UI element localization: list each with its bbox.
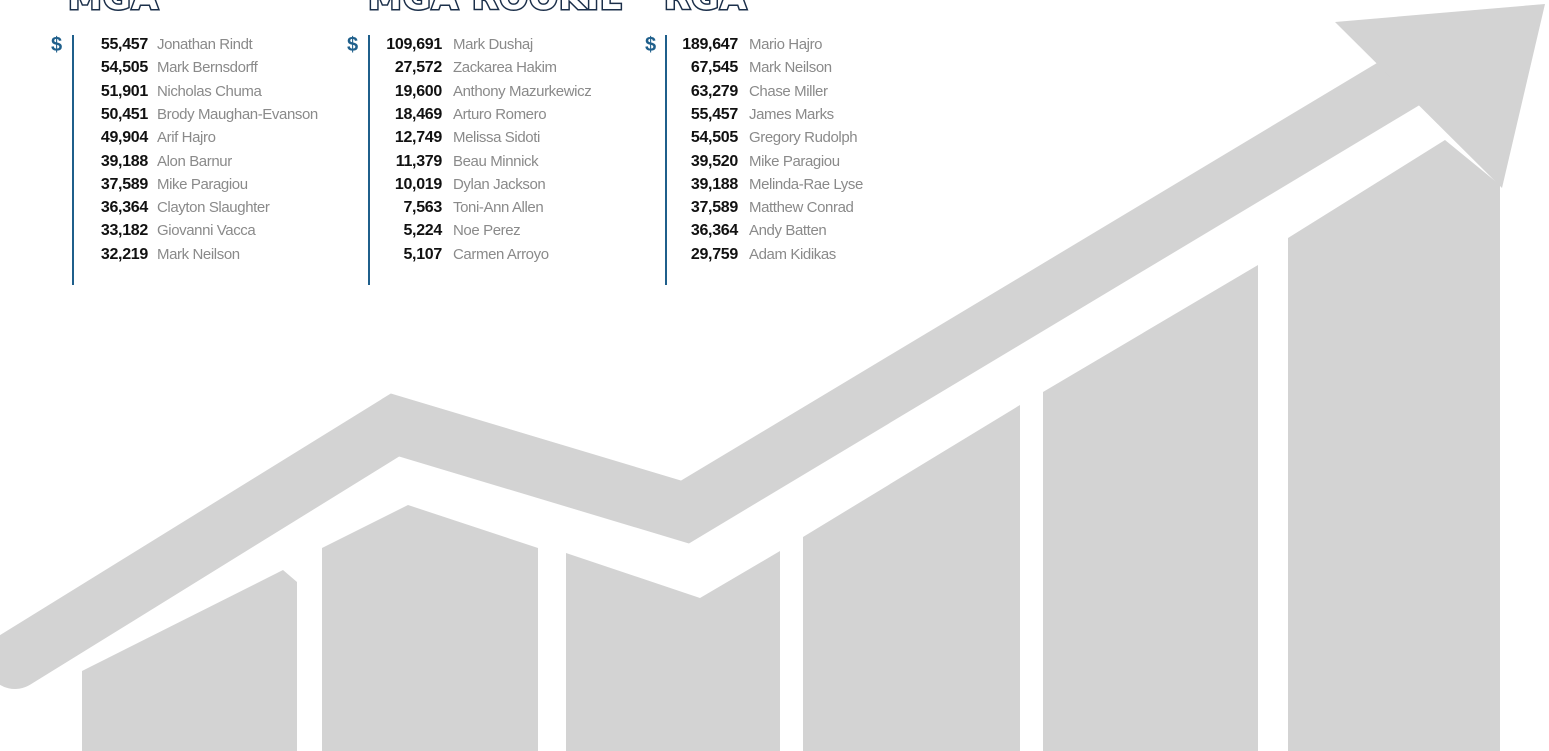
column-title: MGA [68, 0, 159, 18]
bar [1288, 140, 1500, 751]
amount-cell: 189,647 [0, 33, 738, 56]
amount: 39,188 [691, 173, 738, 196]
bar [566, 551, 780, 751]
agent-name: Mike Paragiou [749, 150, 840, 173]
amount: 55,457 [691, 103, 738, 126]
amount: 63,279 [691, 80, 738, 103]
amount: 189,647 [682, 33, 738, 56]
amount-cell: 39,188 [0, 173, 738, 196]
amount: 54,505 [691, 126, 738, 149]
amount-cell: 67,545 [0, 56, 738, 79]
amount-cell: 63,279 [0, 80, 738, 103]
agent-name: Mario Hajro [749, 33, 822, 56]
bar [803, 405, 1020, 751]
agent-name: James Marks [749, 103, 834, 126]
amount-cell: 37,589 [0, 196, 738, 219]
amount-cell: 29,759 [0, 243, 738, 266]
amount-cell: 54,505 [0, 126, 738, 149]
agent-name: Gregory Rudolph [749, 126, 857, 149]
amount: 37,589 [691, 196, 738, 219]
agent-name: Adam Kidikas [749, 243, 836, 266]
amount-cell: 36,364 [0, 219, 738, 242]
amount: 36,364 [691, 219, 738, 242]
amount-cell: 55,457 [0, 103, 738, 126]
agent-name: Andy Batten [749, 219, 826, 242]
column-title: MGA ROOKIE [368, 0, 624, 18]
agent-name: Melinda-Rae Lyse [749, 173, 863, 196]
bar [322, 505, 538, 751]
page: {"columns": [ {"title": "MGA", "currency… [0, 0, 1549, 751]
agent-name: Mark Neilson [749, 56, 832, 79]
amount: 67,545 [691, 56, 738, 79]
column-title: RGA [664, 0, 747, 18]
amount: 29,759 [691, 243, 738, 266]
agent-name: Chase Miller [749, 80, 828, 103]
amount-cell: 39,520 [0, 150, 738, 173]
bar [1043, 265, 1258, 751]
agent-name: Matthew Conrad [749, 196, 853, 219]
amount: 39,520 [691, 150, 738, 173]
